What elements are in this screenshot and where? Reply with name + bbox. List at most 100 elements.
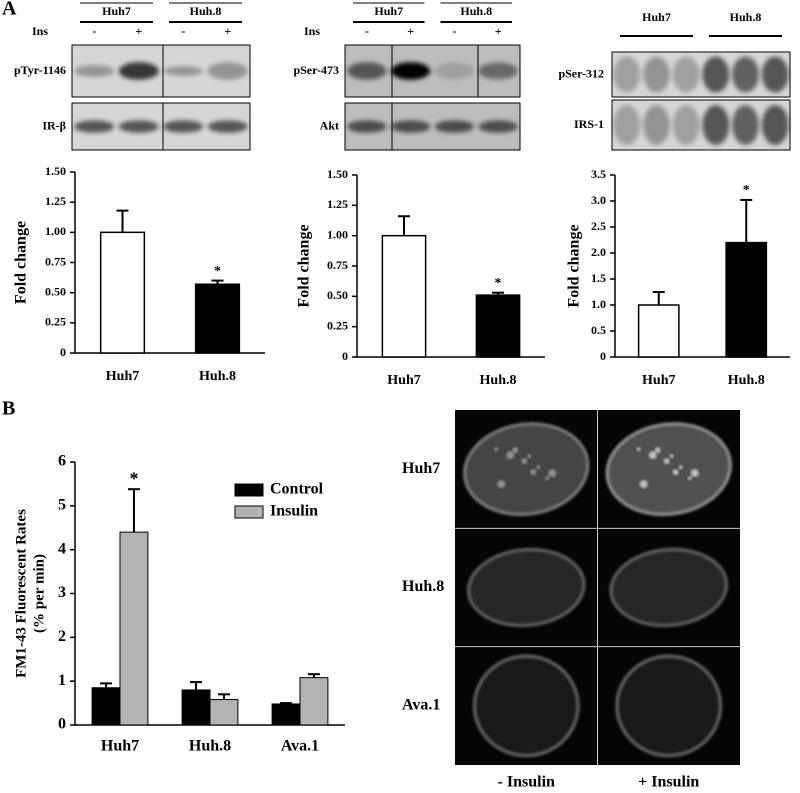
y-axis-label: Fold change — [296, 224, 313, 307]
blot-row-label: Akt — [320, 118, 339, 132]
y-tick-label: 0 — [58, 716, 66, 733]
y-tick-label: 0.75 — [45, 254, 66, 268]
blot-strip — [611, 51, 791, 98]
blot-band — [347, 62, 387, 80]
blot-band — [732, 56, 759, 93]
bar — [119, 531, 149, 726]
x-tick-label: Huh.8 — [480, 373, 517, 388]
cell-body — [472, 654, 580, 758]
blot-band — [761, 56, 789, 93]
blot-band — [118, 62, 159, 80]
micrograph-row-label: Huh7 — [402, 460, 440, 477]
bar — [194, 283, 241, 354]
treatment-sign: - — [92, 24, 96, 38]
y-tick-label: 4 — [58, 540, 66, 557]
y-tick-label: 2.5 — [591, 219, 606, 233]
y-tick-label: 3.0 — [591, 193, 606, 207]
vesicle-spot — [639, 480, 648, 489]
y-tick-label: 1.50 — [45, 164, 66, 178]
blot-row-label: pSer-312 — [558, 66, 604, 80]
legend-swatch — [234, 505, 264, 519]
blot-band — [702, 56, 730, 93]
vesicle-spot — [636, 447, 641, 452]
blot-band — [434, 120, 475, 133]
blot-band — [478, 120, 518, 133]
vesicle-spot — [527, 454, 532, 459]
blot-band — [347, 120, 387, 133]
x-tick-label: Huh7 — [101, 738, 139, 755]
y-axis-label: FM1-43 Fluorescent Rates — [13, 509, 29, 678]
y-tick-label: 1.25 — [45, 194, 66, 208]
micrograph-column-label: - Insulin — [498, 774, 555, 791]
y-tick-label: 0 — [342, 349, 348, 363]
y-tick-label: 0.5 — [591, 323, 606, 337]
vesicle-spot — [548, 469, 557, 478]
annotation: * — [214, 264, 221, 279]
y-tick-label: 6 — [58, 453, 66, 470]
blot-band — [163, 66, 204, 76]
vesicle-spot — [497, 480, 506, 489]
y-tick-label: 0.25 — [327, 318, 348, 332]
bar — [209, 699, 239, 726]
treatment-sign: - — [452, 24, 456, 38]
y-tick-label: 5 — [58, 497, 66, 514]
blot-band — [672, 56, 700, 93]
lane-group-label: Huh.8 — [190, 4, 222, 18]
x-tick-label: Huh.8 — [199, 369, 236, 384]
bar — [99, 231, 146, 354]
vesicle-spot — [669, 454, 674, 459]
blot-band — [390, 120, 431, 133]
x-tick-label: Huh.8 — [189, 738, 231, 755]
y-tick-label: 1.50 — [327, 167, 348, 181]
blot-band — [118, 120, 159, 133]
blot-strip — [611, 99, 791, 151]
micrograph-row-label: Ava.1 — [402, 697, 440, 714]
blot-band — [672, 105, 700, 145]
cell-body — [609, 547, 729, 628]
vesicle-spot — [687, 476, 692, 481]
legend-swatch — [234, 483, 264, 497]
blot-band — [732, 105, 759, 145]
treatment-sign: + — [224, 24, 231, 38]
y-tick-label: 3 — [58, 584, 66, 601]
lane-group-label: Huh.8 — [460, 4, 492, 18]
y-tick-label: 1.00 — [45, 224, 66, 238]
vesicle-spot — [678, 465, 683, 470]
bar — [181, 689, 211, 726]
y-tick-label: 0.50 — [327, 288, 348, 302]
bar — [475, 294, 521, 358]
cell-body — [615, 654, 723, 758]
lane-group-label: Huh.8 — [730, 10, 762, 24]
bar — [381, 234, 427, 358]
blot-row-label: pSer-473 — [293, 63, 339, 77]
blot-band — [478, 62, 518, 80]
blot-band — [643, 56, 670, 93]
y-tick-label: 1.0 — [591, 297, 606, 311]
y-tick-label: 2.0 — [591, 245, 606, 259]
blot-band — [74, 65, 115, 77]
blot-band — [163, 120, 204, 133]
y-tick-label: 2 — [58, 628, 66, 645]
x-tick-label: Huh7 — [106, 369, 139, 384]
vesicle-spot — [536, 465, 541, 470]
y-tick-label: 3.5 — [591, 167, 606, 181]
annotation: * — [129, 468, 138, 488]
x-tick-label: Huh7 — [642, 373, 675, 388]
blot-band — [702, 105, 730, 145]
annotation: * — [495, 276, 502, 291]
bar — [725, 241, 768, 358]
panel-label: A — [2, 0, 17, 20]
cell-body — [466, 547, 586, 628]
legend-label: Insulin — [270, 503, 318, 520]
blot-band — [643, 105, 670, 145]
treatment-label: Ins — [32, 24, 48, 38]
y-tick-label: 1.00 — [327, 227, 348, 241]
y-axis-label: (% per min) — [31, 554, 47, 633]
blot-row-label: IR-β — [42, 118, 66, 132]
bar — [91, 687, 121, 726]
blot-band — [434, 62, 475, 80]
bar — [271, 703, 301, 726]
vesicle-spot — [672, 469, 679, 476]
annotation: * — [743, 183, 750, 198]
vesicle-spot — [521, 458, 528, 465]
